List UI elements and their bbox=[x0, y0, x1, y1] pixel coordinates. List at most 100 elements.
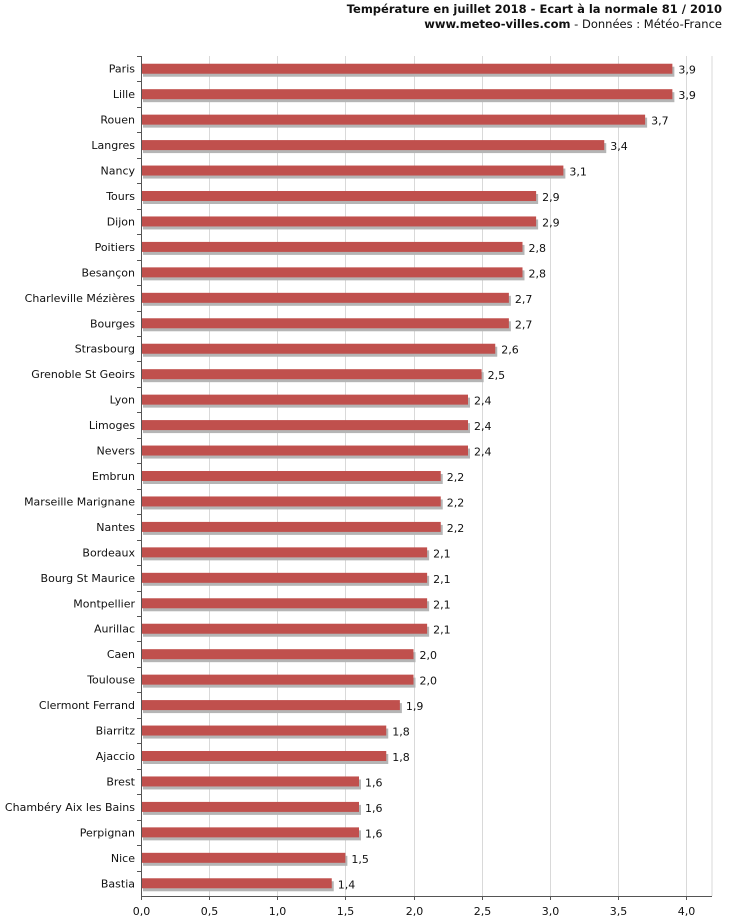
x-tick-label: 0,0 bbox=[133, 905, 151, 918]
value-label: 2,1 bbox=[433, 598, 451, 611]
category-label: Lille bbox=[113, 88, 135, 101]
x-tick-label: 4,0 bbox=[678, 905, 696, 918]
chart-title: Température en juillet 2018 - Ecart à la… bbox=[346, 2, 722, 16]
bar bbox=[142, 165, 564, 176]
category-label: Chambéry Aix les Bains bbox=[5, 801, 135, 814]
value-label: 2,9 bbox=[542, 216, 560, 229]
category-label: Embrun bbox=[92, 470, 135, 483]
x-tick-label: 3,5 bbox=[610, 905, 628, 918]
category-label: Toulouse bbox=[86, 674, 135, 687]
value-label: 2,4 bbox=[474, 446, 492, 459]
value-label: 1,8 bbox=[392, 751, 410, 764]
bar bbox=[142, 114, 646, 125]
bar bbox=[142, 394, 468, 405]
bar bbox=[142, 445, 468, 456]
bar bbox=[142, 878, 332, 889]
value-label: 2,0 bbox=[420, 675, 438, 688]
value-label: 1,9 bbox=[406, 700, 424, 713]
value-label: 1,6 bbox=[365, 776, 383, 789]
value-label: 2,5 bbox=[488, 369, 506, 382]
value-label: 2,0 bbox=[420, 649, 438, 662]
value-label: 1,8 bbox=[392, 726, 410, 739]
value-label: 3,9 bbox=[678, 89, 696, 102]
bar bbox=[142, 267, 523, 278]
bar bbox=[142, 241, 523, 252]
category-label: Lyon bbox=[110, 394, 135, 407]
value-label: 2,2 bbox=[447, 522, 465, 535]
bar bbox=[142, 725, 387, 736]
x-tick-label: 2,5 bbox=[474, 905, 492, 918]
category-label: Aurillac bbox=[94, 623, 135, 636]
category-label: Langres bbox=[91, 139, 135, 152]
bar bbox=[142, 369, 482, 380]
value-label: 3,9 bbox=[678, 64, 696, 77]
bars bbox=[142, 63, 675, 892]
x-tick-label: 1,5 bbox=[337, 905, 355, 918]
category-label: Rouen bbox=[100, 114, 135, 127]
value-label: 1,5 bbox=[351, 853, 369, 866]
category-label: Ajaccio bbox=[96, 750, 135, 763]
category-label: Bourges bbox=[90, 317, 135, 330]
bar bbox=[142, 496, 441, 507]
value-label: 2,4 bbox=[474, 395, 492, 408]
value-label: 2,8 bbox=[529, 242, 547, 255]
category-label: Tours bbox=[105, 190, 135, 203]
value-label: 1,4 bbox=[338, 878, 356, 891]
bar bbox=[142, 63, 673, 74]
category-label: Nice bbox=[111, 852, 135, 865]
bar bbox=[142, 89, 673, 100]
category-label: Nancy bbox=[101, 165, 136, 178]
bar bbox=[142, 471, 441, 481]
x-tick-label: 2,0 bbox=[406, 905, 424, 918]
value-label: 2,7 bbox=[515, 318, 533, 331]
value-label: 2,6 bbox=[501, 344, 519, 357]
value-label: 2,1 bbox=[433, 624, 451, 637]
bar bbox=[142, 623, 428, 634]
category-label: Bastia bbox=[101, 877, 135, 890]
bar bbox=[142, 674, 414, 685]
value-label: 2,9 bbox=[542, 191, 560, 204]
category-label: Charleville Mézières bbox=[25, 292, 136, 305]
category-label: Caen bbox=[107, 648, 135, 661]
category-label: Clermont Ferrand bbox=[39, 699, 135, 712]
bar bbox=[142, 852, 346, 863]
category-label: Limoges bbox=[89, 419, 135, 432]
value-label: 2,2 bbox=[447, 496, 465, 509]
category-label: Nevers bbox=[96, 445, 135, 458]
bar bbox=[142, 598, 428, 609]
bar bbox=[142, 700, 400, 711]
category-label: Biarritz bbox=[96, 725, 136, 738]
bar bbox=[142, 140, 605, 151]
axes bbox=[137, 56, 712, 900]
value-label: 2,4 bbox=[474, 420, 492, 433]
value-label: 1,6 bbox=[365, 802, 383, 815]
bar bbox=[142, 343, 496, 354]
category-label: Marseille Marignane bbox=[24, 495, 135, 508]
labels: 0,0 0,5 1,0 1,5 2,0 2,5 3,0 3,5 4,0 Paris 3,9 Lille… bbox=[5, 63, 696, 918]
category-label: Bordeaux bbox=[82, 546, 135, 559]
site-name: www.meteo-villes.com bbox=[424, 17, 571, 31]
bar bbox=[142, 547, 428, 558]
value-label: 1,6 bbox=[365, 827, 383, 840]
bar bbox=[142, 649, 414, 660]
value-label: 2,1 bbox=[433, 573, 451, 586]
bar bbox=[142, 827, 359, 838]
data-source: - Données : Météo-France bbox=[570, 17, 722, 31]
value-label: 2,1 bbox=[433, 547, 451, 560]
x-tick-label: 1,0 bbox=[269, 905, 287, 918]
category-label: Bourg St Maurice bbox=[41, 572, 136, 585]
bar bbox=[142, 572, 428, 583]
bar bbox=[142, 216, 537, 227]
bar bbox=[142, 751, 387, 761]
x-tick-label: 3,0 bbox=[542, 905, 560, 918]
chart-subtitle: www.meteo-villes.com - Données : Météo-F… bbox=[424, 17, 722, 31]
bar bbox=[142, 191, 537, 201]
bar bbox=[142, 420, 468, 431]
bar bbox=[142, 521, 441, 532]
value-label: 3,4 bbox=[610, 140, 628, 153]
category-label: Besançon bbox=[81, 266, 135, 279]
x-tick-label: 0,5 bbox=[201, 905, 219, 918]
value-label: 3,1 bbox=[569, 166, 587, 179]
category-label: Brest bbox=[106, 775, 135, 788]
